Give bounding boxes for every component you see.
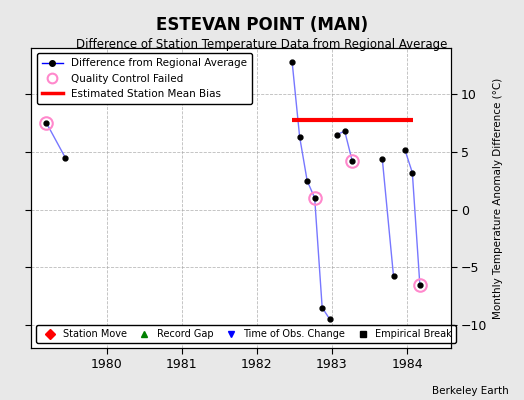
Text: Difference of Station Temperature Data from Regional Average: Difference of Station Temperature Data f… <box>77 38 447 51</box>
Legend: Station Move, Record Gap, Time of Obs. Change, Empirical Break: Station Move, Record Gap, Time of Obs. C… <box>36 325 456 343</box>
Y-axis label: Monthly Temperature Anomaly Difference (°C): Monthly Temperature Anomaly Difference (… <box>493 77 503 319</box>
Text: Berkeley Earth: Berkeley Earth <box>432 386 508 396</box>
Text: ESTEVAN POINT (MAN): ESTEVAN POINT (MAN) <box>156 16 368 34</box>
